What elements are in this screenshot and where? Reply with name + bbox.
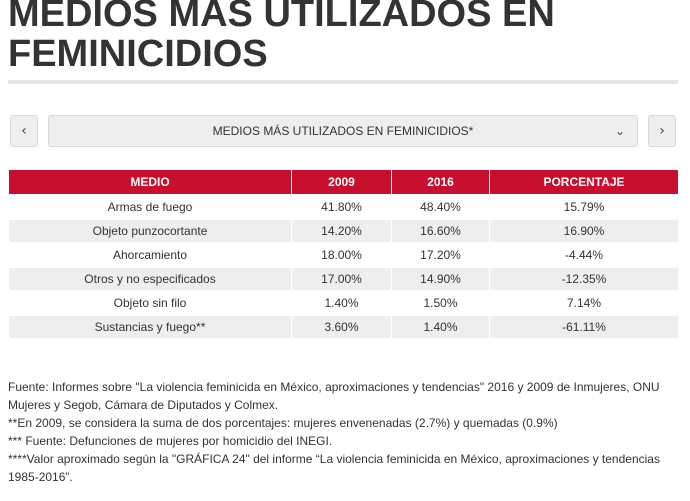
footnote: ****Valor aproximado según la "GRÁFICA 2… xyxy=(8,452,660,484)
table-cell: 18.00% xyxy=(292,244,392,266)
table-row: Otros y no especificados 17.00% 14.90% -… xyxy=(9,268,678,290)
table-row: Sustancias y fuego** 3.60% 1.40% -61.11% xyxy=(9,316,678,338)
table-cell: 1.40% xyxy=(392,316,490,338)
source-note: Fuente: Informes sobre "La violencia fem… xyxy=(8,380,660,412)
table-cell: 17.20% xyxy=(392,244,490,266)
table-cell: -4.44% xyxy=(564,248,604,262)
table-cell: 14.20% xyxy=(292,220,392,242)
table-cell: 15.79% xyxy=(563,200,605,214)
chart-selector-dropdown[interactable]: MEDIOS MÁS UTILIZADOS EN FEMINICIDIOS* ⌄ xyxy=(48,115,638,147)
footnote: **En 2009, se considera la suma de dos p… xyxy=(8,416,558,430)
table-cell: 16.60% xyxy=(392,220,490,242)
source-notes: Fuente: Informes sobre "La violencia fem… xyxy=(8,378,680,486)
next-chart-button[interactable]: › xyxy=(648,115,676,147)
column-header-2009: 2009 xyxy=(292,170,392,194)
table-cell: Sustancias y fuego** xyxy=(9,316,292,338)
table-cell: 17.00% xyxy=(292,268,392,290)
page-title: MEDIOS MÁS UTILIZADOS EN FEMINICIDIOS xyxy=(8,0,555,75)
table-cell: 7.14% xyxy=(566,296,602,310)
table-row: Objeto punzocortante 14.20% 16.60% 16.90… xyxy=(9,220,678,242)
chevron-right-icon: › xyxy=(659,123,665,139)
table-cell: 16.90% xyxy=(490,220,678,242)
table-cell: 41.80% xyxy=(292,196,392,218)
table-cell: 1.50% xyxy=(392,292,490,314)
table-cell: -12.35% xyxy=(490,268,678,290)
table-cell: Ahorcamiento xyxy=(9,244,292,266)
table-cell: Otros y no especificados xyxy=(9,268,292,290)
chevron-left-icon: ‹ xyxy=(21,123,27,139)
title-divider xyxy=(8,80,678,84)
table-cell: 3.60% xyxy=(292,316,392,338)
column-header-medio: MEDIO xyxy=(9,170,292,194)
table-cell: Objeto punzocortante xyxy=(9,220,292,242)
table-header-row: MEDIO 2009 2016 PORCENTAJE xyxy=(9,170,678,194)
table-cell: Armas de fuego xyxy=(9,196,292,218)
table-cell: 48.40% xyxy=(392,196,490,218)
table-row: Objeto sin filo 1.40% 1.50% 7.14% xyxy=(9,292,678,314)
chart-selector-value: MEDIOS MÁS UTILIZADOS EN FEMINICIDIOS* xyxy=(212,124,474,138)
column-header-porcentaje: PORCENTAJE xyxy=(490,170,678,194)
feminicide-means-table: MEDIO 2009 2016 PORCENTAJE Armas de fueg… xyxy=(9,168,678,340)
table-row: Ahorcamiento 18.00% 17.20% -4.44% xyxy=(9,244,678,266)
previous-chart-button[interactable]: ‹ xyxy=(10,115,38,147)
table-row: Armas de fuego 41.80% 48.40% 15.79% xyxy=(9,196,678,218)
column-header-2016: 2016 xyxy=(392,170,490,194)
chevron-down-icon: ⌄ xyxy=(614,124,625,138)
footnote: *** Fuente: Defunciones de mujeres por h… xyxy=(8,434,333,448)
table-cell: Objeto sin filo xyxy=(9,292,292,314)
table-cell: -61.11% xyxy=(490,316,678,338)
table-cell: 14.90% xyxy=(392,268,490,290)
table-cell: 1.40% xyxy=(292,292,392,314)
